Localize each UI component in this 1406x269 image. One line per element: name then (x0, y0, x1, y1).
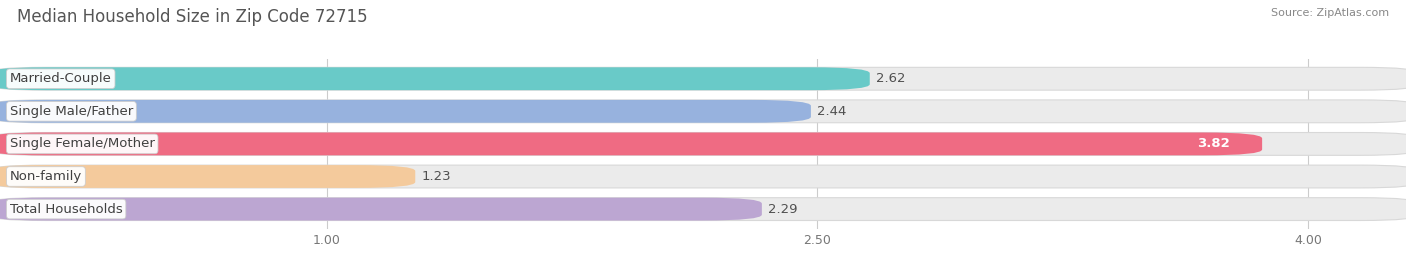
FancyBboxPatch shape (0, 165, 1406, 188)
FancyBboxPatch shape (0, 100, 1406, 123)
Text: 2.62: 2.62 (876, 72, 905, 85)
Text: 3.82: 3.82 (1197, 137, 1229, 150)
FancyBboxPatch shape (0, 100, 811, 123)
FancyBboxPatch shape (0, 198, 762, 221)
FancyBboxPatch shape (0, 133, 1263, 155)
FancyBboxPatch shape (0, 165, 415, 188)
FancyBboxPatch shape (0, 67, 1406, 90)
FancyBboxPatch shape (0, 133, 1406, 155)
Text: Total Households: Total Households (10, 203, 122, 215)
Text: Single Female/Mother: Single Female/Mother (10, 137, 155, 150)
Text: 2.29: 2.29 (769, 203, 797, 215)
Text: 1.23: 1.23 (422, 170, 451, 183)
FancyBboxPatch shape (0, 198, 1406, 221)
Text: Single Male/Father: Single Male/Father (10, 105, 134, 118)
Text: Married-Couple: Married-Couple (10, 72, 111, 85)
FancyBboxPatch shape (0, 67, 870, 90)
Text: Median Household Size in Zip Code 72715: Median Household Size in Zip Code 72715 (17, 8, 367, 26)
Text: Source: ZipAtlas.com: Source: ZipAtlas.com (1271, 8, 1389, 18)
Text: Non-family: Non-family (10, 170, 82, 183)
Text: 2.44: 2.44 (817, 105, 846, 118)
